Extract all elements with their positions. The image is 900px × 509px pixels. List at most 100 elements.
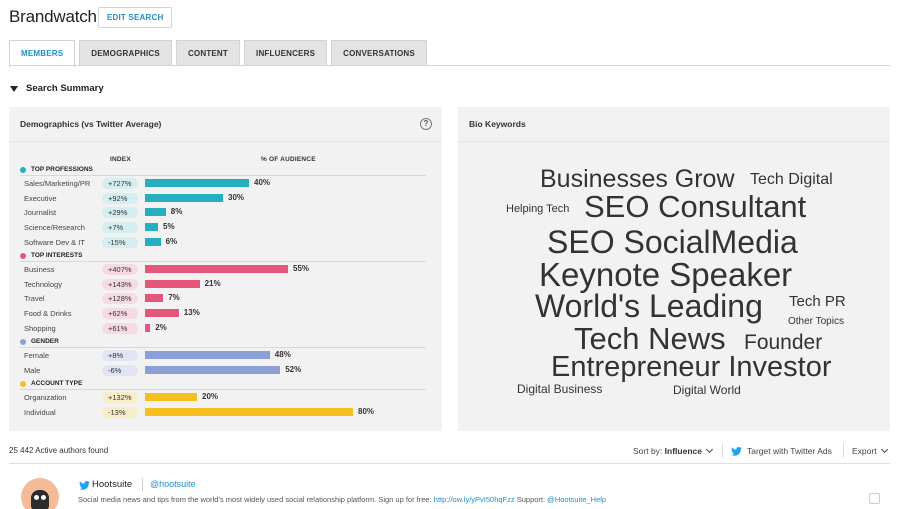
edit-search-button[interactable]: EDIT SEARCH [98,7,173,28]
target-twitter-ads-label: Target with Twitter Ads [747,446,832,456]
audience-bar [145,294,164,303]
index-badge: +62% [102,308,138,320]
authors-found-count: 25 442 Active authors found [9,446,109,455]
author-bio-link[interactable]: http://ow.ly/yPvI50hqFzz [433,495,515,504]
avatar[interactable] [21,478,59,509]
keyword[interactable]: World's Leading [535,288,763,324]
index-badge: +29% [102,207,138,219]
owl-logo-icon [31,490,49,509]
demographic-label: Technology [24,279,62,289]
results-divider [9,463,890,464]
tab-members[interactable]: MEMBERS [9,40,76,67]
tab-demographics[interactable]: DEMOGRAPHICS [79,40,172,66]
tab-bar: MEMBERS DEMOGRAPHICS CONTENT INFLUENCERS… [9,40,431,67]
keyword[interactable]: SEO SocialMedia [547,224,798,260]
audience-percent: 52% [285,364,302,374]
audience-percent: 40% [254,178,271,187]
demographic-row[interactable]: Female +8% 48% [9,350,442,364]
index-badge: +8% [102,350,138,361]
tab-influencers[interactable]: INFLUENCERS [244,40,328,66]
keyword[interactable]: Helping Tech [506,203,570,215]
demographics-panel: Demographics (vs Twitter Average) ? INDE… [9,107,442,431]
demographic-label: Male [24,365,41,375]
author-bio-support-label: Support: [516,495,546,504]
demographic-row[interactable]: Organization +132% 20% [9,392,442,406]
help-icon[interactable]: ? [420,118,432,130]
section-header: ACCOUNT TYPE [20,380,82,387]
tab-conversations[interactable]: CONVERSATIONS [331,40,427,66]
author-bio: Social media news and tips from the worl… [78,495,606,504]
index-badge: -13% [102,406,138,418]
section-header: TOP PROFESSIONS [20,166,93,173]
twitter-bird-icon [731,446,742,456]
demographic-row[interactable]: Shopping +61% 2% [9,322,442,337]
demographic-row[interactable]: Individual -13% 80% [9,406,442,421]
tab-content[interactable]: CONTENT [175,40,241,66]
demographic-label: Sales/Marketing/PR [24,179,91,188]
keyword[interactable]: Digital World [673,383,741,397]
demographic-row[interactable]: Software Dev & IT -15% 6% [9,236,442,251]
keyword[interactable]: Tech News [574,321,726,356]
search-summary-toggle[interactable]: Search Summary [10,83,104,94]
demographic-row[interactable]: Science/Research +7% 5% [9,222,442,236]
audience-bar [145,407,353,416]
audience-bar [145,351,270,359]
section-dot-icon [20,252,26,259]
sort-dropdown[interactable]: Sort by: Influence [633,445,714,456]
index-badge: -6% [102,364,138,376]
demographic-row[interactable]: Technology +143% 21% [9,278,442,293]
keyword[interactable]: Other Topics [788,316,844,327]
chevron-down-icon [705,445,714,454]
demographic-row[interactable]: Food & Drinks +62% 13% [9,308,442,322]
demographic-row[interactable]: Executive +92% 30% [9,192,442,207]
chevron-down-icon [880,445,888,454]
keyword[interactable]: Tech Digital [750,171,833,188]
select-author-checkbox[interactable] [869,493,880,504]
section-header: GENDER [20,338,59,345]
author-bio-text: Social media news and tips from the worl… [78,495,432,504]
keyword[interactable]: Entrepreneur Investor [551,351,832,383]
section-header-label: GENDER [31,338,59,345]
audience-column-header: % OF AUDIENCE [261,156,316,163]
audience-bar [145,179,249,187]
demographic-label: Executive [24,193,57,203]
panel-divider [9,141,442,142]
index-badge: +92% [102,192,138,204]
author-bio-support-handle[interactable]: @Hootsuite_Help [547,495,607,504]
section-divider [20,261,426,262]
demographic-label: Individual [24,407,56,417]
demographic-row[interactable]: Sales/Marketing/PR +727% 40% [9,178,442,192]
audience-percent: 21% [204,278,221,288]
demographic-row[interactable]: Travel +128% 7% [9,293,442,307]
author-name[interactable]: Hootsuite [92,479,133,490]
sort-label: Sort by: [633,446,663,456]
keyword[interactable]: SEO Consultant [584,189,807,224]
demographic-row[interactable]: Male -6% 52% [9,364,442,379]
target-twitter-ads-button[interactable]: Target with Twitter Ads [731,446,832,456]
keyword[interactable]: Tech PR [789,293,846,310]
demographic-row[interactable]: Journalist +29% 8% [9,207,442,221]
section-header-label: TOP INTERESTS [31,252,83,259]
index-badge: +7% [102,222,138,234]
bio-keywords-panel: Bio Keywords Businesses Grow Tech Digita… [458,107,890,431]
author-handle[interactable]: @hootsuite [150,479,196,489]
audience-percent: 2% [155,322,167,332]
section-header-label: ACCOUNT TYPE [31,380,83,387]
keyword[interactable]: Digital Business [517,382,603,396]
demographic-label: Software Dev & IT [24,237,85,247]
demographic-label: Organization [24,393,67,402]
keyword[interactable]: Keynote Speaker [539,256,793,293]
index-column-header: INDEX [110,156,131,163]
export-dropdown[interactable]: Export [852,445,888,456]
twitter-bird-icon [79,481,90,490]
toolbar-separator [722,443,723,458]
audience-bar [145,323,151,332]
section-header: TOP INTERESTS [20,252,82,259]
audience-bar [145,279,200,288]
keyword[interactable]: Businesses Grow [540,165,735,193]
keyword[interactable]: Founder [744,331,823,354]
author-separator [142,478,143,491]
demographic-row[interactable]: Business +407% 55% [9,264,442,278]
section-header-label: TOP PROFESSIONS [31,166,93,173]
index-badge: +61% [102,322,138,334]
